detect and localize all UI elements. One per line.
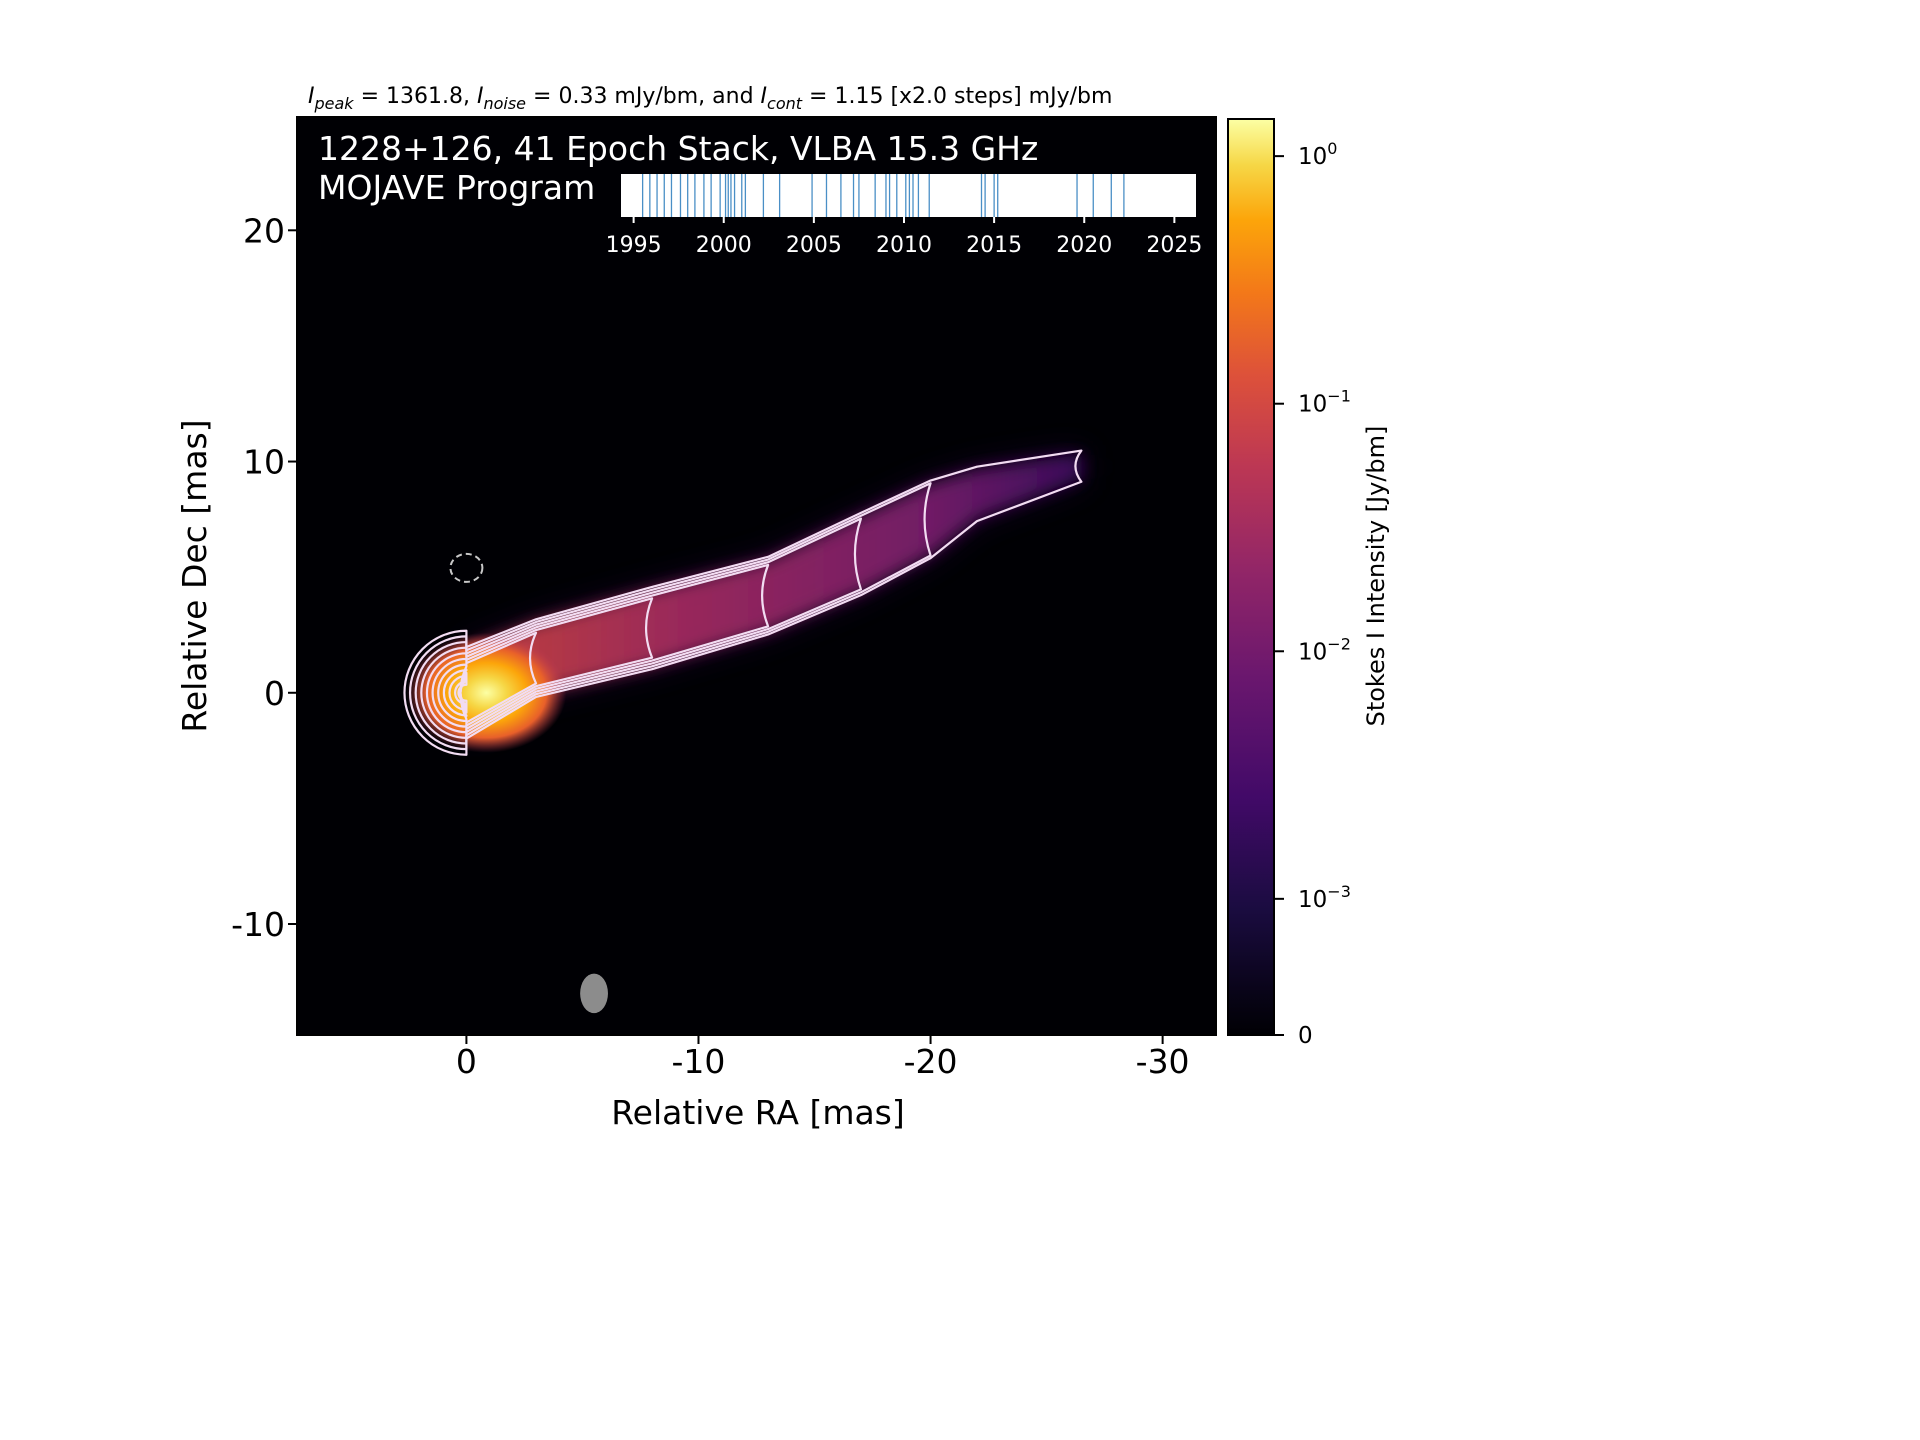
contour-level (414, 517, 863, 745)
epoch-tick-label: 2025 (1146, 233, 1202, 258)
y-axis-label: Relative Dec [mas] (175, 419, 214, 732)
y-tick-label: 20 (243, 211, 285, 250)
header-subscript: cont (767, 94, 803, 113)
colorbar-label: Stokes I Intensity [Jy/bm] (1362, 426, 1390, 727)
contour-level (425, 597, 654, 734)
plot-title-line2: MOJAVE Program (318, 168, 595, 207)
epoch-tick-label: 2005 (786, 233, 842, 258)
epoch-tick-label: 1995 (606, 233, 662, 258)
plot-title-line1: 1228+126, 41 Epoch Stack, VLBA 15.3 GHz (318, 129, 1038, 168)
colorbar: 0 10−3 10−2 10−1 100 Stokes I Intensity [Jy/… (1227, 118, 1390, 1049)
x-tick-label: -30 (1136, 1042, 1190, 1081)
x-tick-label: -10 (672, 1042, 726, 1081)
colorbar-frame (1227, 118, 1275, 1036)
image-frame (296, 116, 1217, 1036)
contour-level (403, 449, 1083, 756)
contour-level (420, 563, 770, 739)
colorbar-tick-label: 0 (1298, 1023, 1313, 1049)
x-tick-label: -20 (904, 1042, 958, 1081)
image-panel: 1228+126, 41 Epoch Stack, VLBA 15.3 GHz … (296, 116, 1217, 1036)
y-tick-label: -10 (231, 905, 285, 944)
intensity-summary-header: Ipeak = 1361.8, Inoise = 0.33 mJy/bm, an… (308, 84, 1112, 113)
header-subscript: noise (483, 94, 526, 113)
negative-contour (449, 552, 484, 583)
x-axis: 0 -10 -20 -30 (456, 1035, 1190, 1081)
colorbar-tick-label: 10−3 (1298, 882, 1351, 913)
colorbar-tick-label: 10−1 (1298, 387, 1351, 418)
x-tick-label: 0 (456, 1042, 477, 1081)
contour-level (457, 678, 468, 708)
contour-level (409, 482, 932, 751)
header-symbol: I (477, 84, 484, 109)
core-emission (406, 632, 567, 753)
header-text: = 0.33 mJy/bm, and (526, 84, 761, 109)
epoch-timeline-inset: 1995 2000 2005 2010 2015 2020 2025 (606, 174, 1202, 258)
contour-level (431, 631, 538, 728)
colorbar-tick-label: 100 (1298, 139, 1337, 170)
epoch-timeline-box (621, 174, 1196, 217)
colorbar-ticks: 0 10−3 10−2 10−1 100 (1274, 139, 1351, 1049)
epoch-axis-ticks: 1995 2000 2005 2010 2015 2020 2025 (606, 217, 1202, 258)
epoch-tick-label: 2020 (1056, 233, 1112, 258)
y-tick-label: 0 (264, 674, 285, 713)
header-text: = 1361.8, (354, 84, 477, 109)
y-tick-label: 10 (243, 443, 285, 482)
header-symbol: I (761, 84, 768, 109)
header-text: = 1.15 [x2.0 steps] mJy/bm (802, 84, 1112, 109)
beam-shape (580, 973, 608, 1014)
epoch-tick-label: 2015 (966, 233, 1022, 258)
beam-ellipse (580, 973, 608, 1014)
header-symbol: I (308, 84, 315, 109)
contour-set (403, 449, 1083, 756)
x-axis-label: Relative RA [mas] (611, 1093, 905, 1132)
epoch-tick-label: 2010 (876, 233, 932, 258)
epoch-lines (641, 174, 1125, 217)
y-axis: -10 0 10 20 (231, 211, 297, 944)
colorbar-fill (1228, 119, 1274, 1035)
colorbar-tick-label: 10−2 (1298, 634, 1351, 665)
header-subscript: peak (314, 94, 355, 113)
epoch-tick-label: 2000 (696, 233, 752, 258)
